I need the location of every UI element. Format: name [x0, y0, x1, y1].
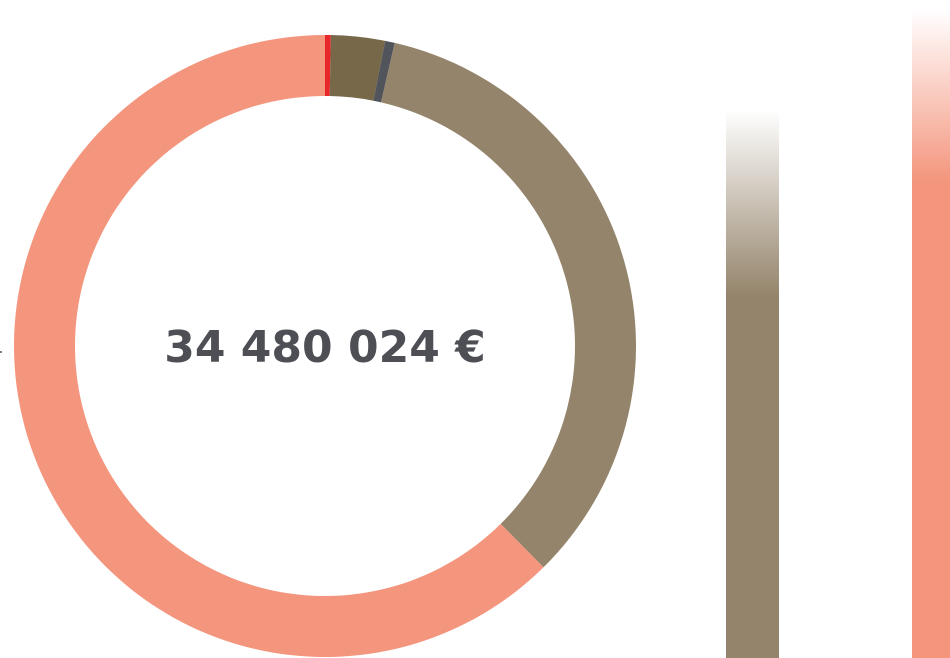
center-label: 34 480 024 €	[164, 322, 486, 373]
background-bar	[726, 295, 779, 658]
donut-slice	[325, 35, 331, 97]
background-bar	[912, 179, 950, 658]
background-bar-fade	[912, 10, 950, 180]
donut-slice	[329, 35, 386, 101]
donut-slice	[13, 35, 544, 657]
donut	[13, 35, 636, 657]
dot	[0, 351, 2, 353]
donut-slice	[381, 42, 636, 568]
donut-slice	[373, 40, 395, 103]
background-bar-fade	[726, 110, 779, 296]
